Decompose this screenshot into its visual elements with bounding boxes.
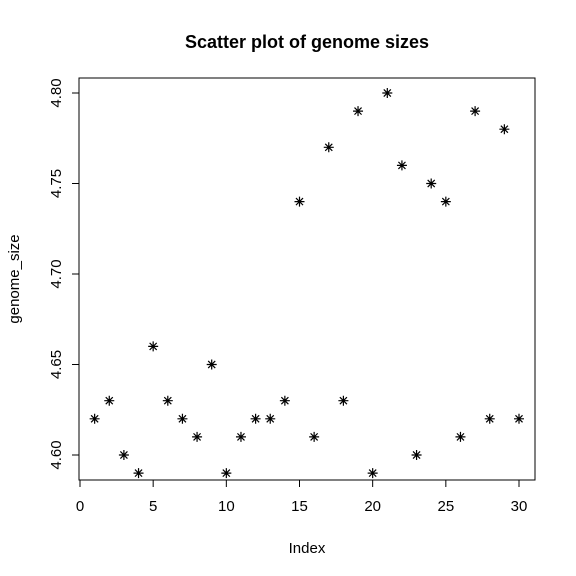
data-point: [279, 395, 290, 406]
data-point: [89, 413, 100, 424]
chart-title: Scatter plot of genome sizes: [185, 32, 429, 52]
data-point: [294, 196, 305, 207]
data-point: [440, 196, 451, 207]
x-tick-label: 20: [364, 498, 381, 515]
y-tick-label: 4.65: [48, 350, 65, 379]
x-tick-label: 0: [76, 498, 84, 515]
y-tick-label: 4.70: [48, 259, 65, 288]
data-point: [323, 142, 334, 153]
y-axis-label: genome_size: [6, 234, 23, 323]
data-point: [250, 413, 261, 424]
data-point: [206, 359, 217, 370]
data-point: [396, 160, 407, 171]
data-point: [499, 124, 510, 135]
x-tick-label: 10: [218, 498, 235, 515]
data-point: [221, 468, 232, 479]
data-point: [235, 431, 246, 442]
x-tick-label: 15: [291, 498, 308, 515]
data-point: [455, 431, 466, 442]
data-point: [309, 431, 320, 442]
data-point: [148, 341, 159, 352]
data-point: [192, 431, 203, 442]
x-axis-label: Index: [289, 540, 326, 557]
data-point: [514, 413, 524, 424]
data-points: [89, 88, 524, 479]
x-tick-label: 5: [149, 498, 157, 515]
data-point: [162, 395, 173, 406]
data-point: [104, 395, 115, 406]
data-point: [177, 413, 188, 424]
x-axis: 0 5 10 15 20 25 30: [76, 479, 528, 515]
data-point: [338, 395, 349, 406]
data-point: [411, 450, 422, 460]
y-axis: 4.60 4.65 4.70 4.75 4.80: [48, 78, 80, 470]
data-point: [484, 413, 495, 424]
y-tick-label: 4.75: [48, 169, 65, 198]
data-point: [382, 88, 393, 98]
data-point: [118, 450, 129, 460]
y-tick-label: 4.80: [48, 78, 65, 107]
x-tick-label: 25: [437, 498, 454, 515]
data-point: [367, 468, 378, 479]
data-point: [353, 106, 364, 117]
data-point: [133, 468, 144, 479]
x-tick-label: 30: [511, 498, 528, 515]
data-point: [426, 178, 437, 189]
data-point: [470, 106, 481, 117]
data-point: [265, 413, 276, 424]
y-tick-label: 4.60: [48, 440, 65, 469]
